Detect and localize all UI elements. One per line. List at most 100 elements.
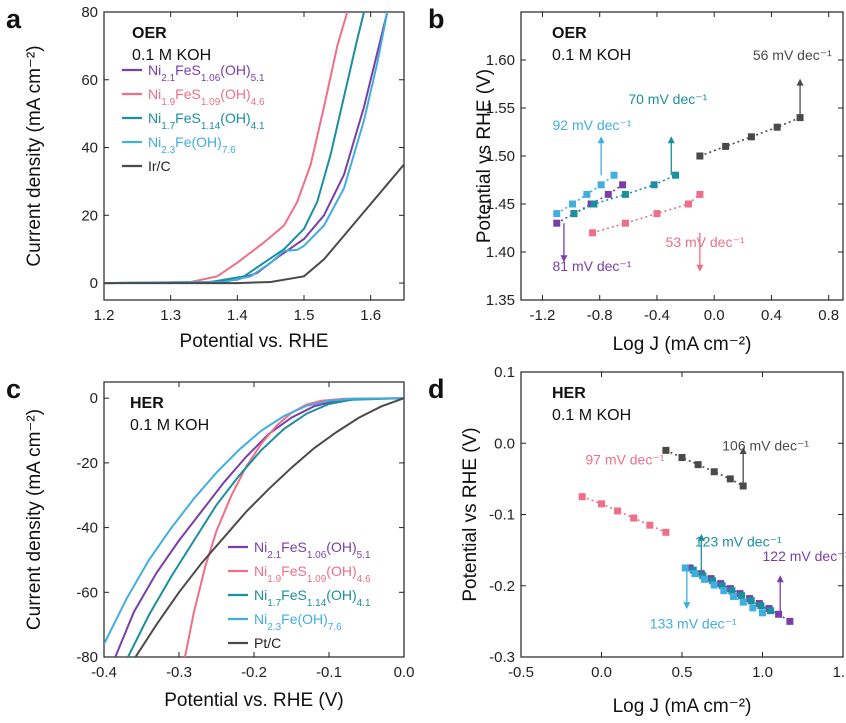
data-point: [570, 210, 578, 218]
data-point: [662, 446, 670, 454]
series-line: [104, 12, 365, 285]
data-point: [604, 190, 612, 198]
data-point: [569, 200, 577, 208]
data-point: [701, 575, 709, 583]
y-tick-label: 1.60: [486, 52, 515, 69]
data-point: [728, 587, 736, 595]
x-tick-label: 1.5: [294, 307, 315, 324]
series-line: [127, 397, 404, 657]
slope-annotation: 81 mV dec⁻¹: [552, 258, 631, 274]
fit-line: [592, 193, 701, 234]
legend-label: Ir/C: [148, 158, 171, 174]
data-point: [650, 181, 658, 189]
data-point: [553, 210, 561, 218]
x-tick-label: 1.0: [752, 664, 773, 681]
y-tick-label: 1.40: [486, 244, 515, 261]
condition-subtitle: 0.1 M KOH: [132, 47, 211, 64]
data-point: [739, 598, 747, 606]
plot-area: [553, 114, 804, 237]
slope-arrowhead: [697, 533, 705, 541]
data-point: [747, 597, 755, 605]
fit-line: [581, 495, 667, 534]
slope-arrowhead: [776, 575, 784, 583]
data-point: [672, 171, 680, 179]
slope-annotation: 133 mV dec⁻¹: [650, 616, 737, 632]
data-point: [619, 181, 627, 189]
x-tick-label: 0.8: [818, 307, 839, 324]
legend-label: Ni2.3Fe(OH)7.6: [148, 134, 236, 156]
series-line: [184, 397, 404, 657]
slope-annotation: 53 mV dec⁻¹: [666, 234, 745, 250]
data-point: [590, 200, 598, 208]
data-point: [773, 123, 781, 131]
data-point: [681, 564, 689, 572]
panel-b: b -1.2 -0.8 -0.4 0.0 0.4 0.8 1.35 1.40 1.45 1.50 1.…: [428, 4, 844, 355]
y-axis-label: Potential vs RHE (V): [474, 69, 495, 243]
legend-label: Ni1.7FeS1.14(OH)4.1: [148, 110, 265, 132]
panel-a: a 1.2 1.3 1.4 1.5 1.6 0 20 40 60 80 Potential vs. R…: [6, 4, 405, 352]
condition-title: HER: [552, 385, 586, 402]
x-tick-label: -0.4: [644, 307, 670, 324]
x-tick-label: 0.4: [761, 307, 782, 324]
series-line: [104, 12, 349, 285]
y-tick-label: 0.1: [494, 364, 515, 381]
slope-annotation: 70 mV dec⁻¹: [628, 91, 707, 107]
data-point: [786, 617, 794, 625]
slope-arrowhead: [739, 447, 747, 454]
panel-label-a: a: [6, 4, 22, 34]
data-point: [720, 587, 728, 595]
condition-subtitle: 0.1 M KOH: [552, 407, 631, 424]
legend-label: Ni2.3Fe(OH)7.6: [254, 611, 342, 633]
data-point: [553, 219, 561, 227]
data-point: [767, 607, 775, 615]
y-tick-label: 60: [81, 72, 98, 89]
panel-label-b: b: [428, 4, 445, 34]
y-tick-label: 1.45: [486, 196, 515, 213]
data-point: [747, 133, 755, 141]
x-tick-label: -1.2: [530, 307, 556, 324]
data-point: [597, 181, 605, 189]
panel-label-d: d: [428, 374, 445, 404]
slope-annotation: 56 mV dec⁻¹: [753, 47, 832, 63]
y-tick-label: 0.0: [494, 435, 515, 452]
x-tick-label: -0.4: [91, 664, 117, 681]
slope-arrowhead: [667, 136, 675, 144]
x-tick-label: -0.5: [508, 664, 534, 681]
y-axis-label: Current density (mA cm⁻²): [24, 409, 45, 630]
data-point: [691, 570, 699, 578]
slope-annotation: 97 mV dec⁻¹: [585, 452, 664, 468]
data-point: [694, 461, 702, 469]
x-axis-label: Potential vs. RHE: [180, 331, 329, 352]
x-axis-label: Log J (mA cm⁻²): [613, 696, 752, 717]
x-tick-label: 0.5: [672, 664, 693, 681]
y-tick-label: -0.3: [489, 649, 515, 666]
condition-title: OER: [132, 25, 167, 42]
data-point: [689, 566, 697, 574]
data-point: [696, 152, 704, 160]
x-tick-label: 1.6: [360, 307, 381, 324]
fit-line: [699, 116, 801, 157]
x-tick-label: 0.0: [591, 664, 612, 681]
panel-label-c: c: [6, 374, 21, 404]
y-tick-label: -80: [76, 649, 98, 666]
data-point: [646, 521, 654, 529]
y-tick-label: 1.50: [486, 148, 515, 165]
plot-frame: [103, 11, 405, 301]
data-point: [598, 500, 605, 508]
series-line: [104, 397, 404, 645]
data-point: [730, 592, 738, 600]
condition-subtitle: 0.1 M KOH: [552, 47, 631, 64]
data-point: [653, 210, 661, 218]
data-point: [614, 507, 622, 515]
condition-title: HER: [130, 395, 164, 412]
slope-annotation: 92 mV dec⁻¹: [552, 117, 631, 133]
slope-annotation: 122 mV dec⁻¹: [763, 548, 846, 564]
series-line: [104, 163, 404, 285]
data-point: [726, 475, 734, 483]
slope-arrowhead: [796, 78, 804, 86]
panel-d: d -0.5 0.0 0.5 1.0 1.5 0.1 0.0 -0.1 -0.2 -0.3 Log J…: [428, 364, 846, 717]
legend-label: Ni2.1FeS1.06(OH)5.1: [148, 62, 265, 84]
data-point: [775, 610, 783, 618]
series-line: [104, 12, 389, 285]
